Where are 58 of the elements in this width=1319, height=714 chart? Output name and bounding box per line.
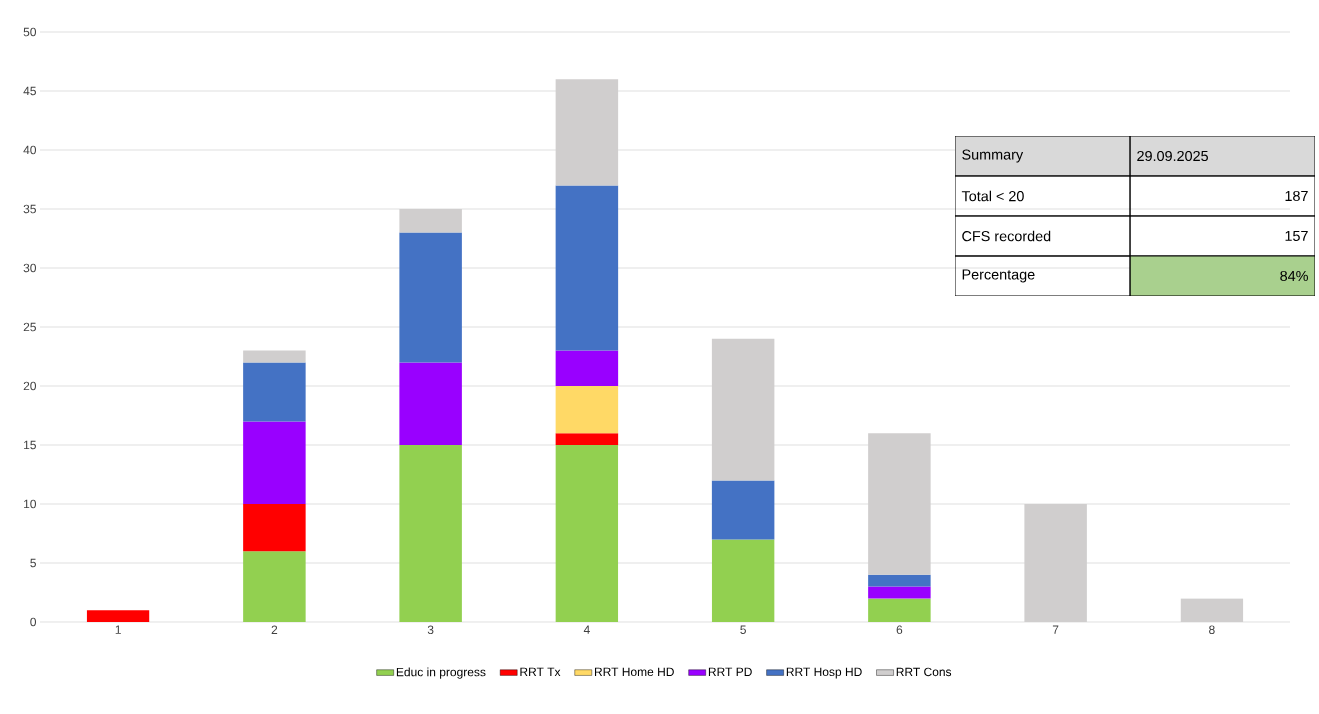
bar bbox=[243, 551, 306, 622]
legend-label: RRT Hosp HD bbox=[786, 667, 862, 679]
bar bbox=[243, 350, 306, 363]
bar bbox=[711, 539, 775, 622]
bar bbox=[868, 574, 931, 587]
bar bbox=[399, 362, 462, 445]
bar bbox=[243, 421, 306, 504]
bar bbox=[868, 433, 931, 575]
x-tick-label: 5 bbox=[740, 625, 746, 634]
bar bbox=[868, 586, 931, 599]
y-tick-label: 5 bbox=[30, 558, 36, 568]
annotation: Percentage bbox=[962, 269, 1035, 283]
y-tick-label: 40 bbox=[23, 145, 37, 155]
bar bbox=[399, 444, 462, 622]
bar bbox=[1024, 503, 1087, 622]
y-tick-label: 0 bbox=[30, 617, 37, 627]
bar bbox=[711, 338, 775, 481]
bar bbox=[243, 503, 306, 552]
annotation: 187 bbox=[1285, 190, 1308, 202]
legend-label: RRT Home HD bbox=[594, 667, 674, 677]
annotation: Total < 20 bbox=[961, 190, 1024, 202]
bar bbox=[399, 232, 462, 363]
x-tick-label: 8 bbox=[1209, 625, 1215, 635]
y-tick-label: 20 bbox=[23, 381, 37, 391]
bar bbox=[1180, 598, 1244, 622]
bar bbox=[399, 208, 462, 233]
y-tick-label: 30 bbox=[23, 263, 37, 273]
x-tick-label: 1 bbox=[115, 625, 121, 634]
y-tick-label: 15 bbox=[24, 440, 36, 450]
legend-label: RRT PD bbox=[708, 667, 752, 676]
y-tick-label: 35 bbox=[23, 204, 36, 214]
annotation: 29.09.2025 bbox=[1137, 150, 1208, 162]
bar bbox=[555, 444, 619, 622]
bar bbox=[555, 185, 619, 351]
bar bbox=[711, 480, 775, 540]
legend-label: RRT Cons bbox=[896, 667, 952, 677]
y-tick-label: 50 bbox=[23, 27, 37, 37]
legend-label: Educ in progress bbox=[396, 667, 486, 679]
annotation: 84% bbox=[1280, 270, 1308, 282]
x-tick-label: 7 bbox=[1052, 625, 1059, 634]
x-tick-label: 6 bbox=[896, 625, 903, 635]
y-tick-label: 25 bbox=[23, 322, 36, 332]
x-tick-label: 2 bbox=[271, 625, 278, 634]
annotation: Summary bbox=[962, 149, 1024, 163]
bar bbox=[555, 385, 619, 434]
y-tick-label: 45 bbox=[23, 86, 36, 96]
legend-label: RRT Tx bbox=[520, 667, 561, 676]
x-tick-label: 3 bbox=[427, 625, 434, 635]
annotation: 157 bbox=[1285, 230, 1308, 242]
y-tick-label: 10 bbox=[24, 499, 37, 509]
bar bbox=[555, 79, 619, 186]
bar bbox=[555, 350, 619, 386]
x-tick-label: 4 bbox=[583, 625, 590, 634]
bar bbox=[86, 610, 150, 622]
annotation: CFS recorded bbox=[962, 230, 1051, 242]
bar bbox=[243, 362, 306, 422]
bar bbox=[868, 598, 931, 622]
bar bbox=[555, 433, 619, 445]
